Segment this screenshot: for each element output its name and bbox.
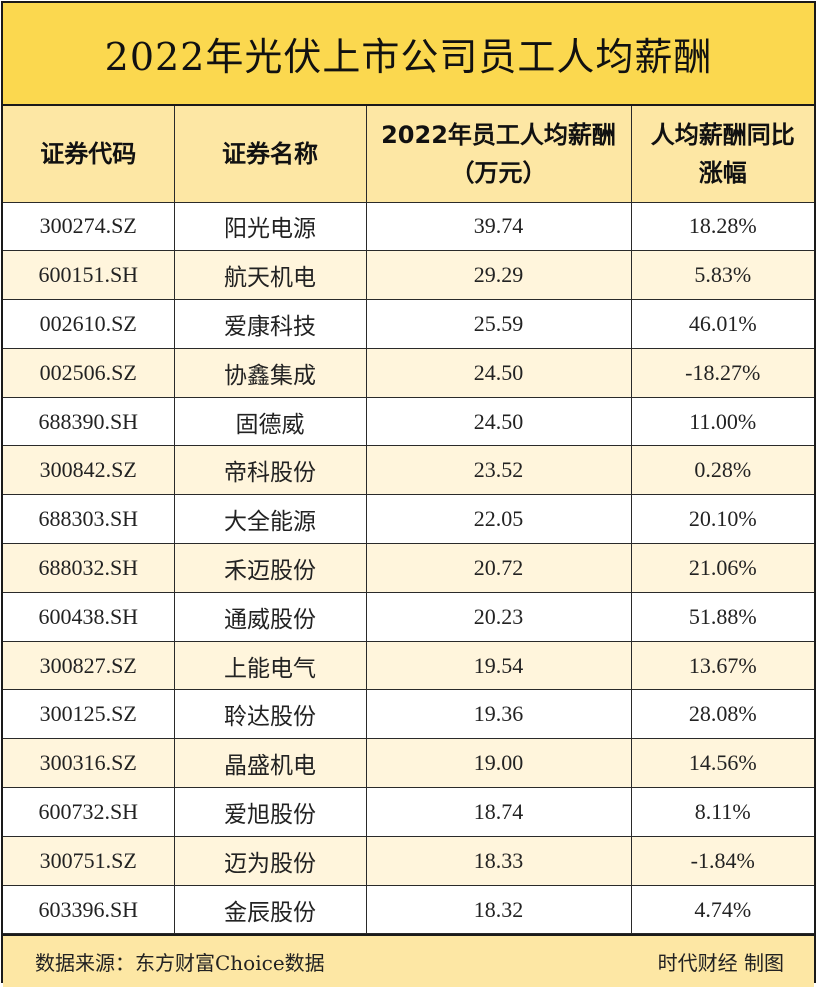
- table-body: 300274.SZ 阳光电源 39.74 18.28% 600151.SH 航天…: [3, 201, 814, 935]
- cell-growth: 11.00%: [630, 396, 814, 447]
- cell-name: 阳光电源: [173, 201, 367, 252]
- cell-code: 603396.SH: [3, 884, 175, 935]
- table-row: 688390.SH 固德威 24.50 11.00%: [3, 396, 814, 447]
- table-row: 688303.SH 大全能源 22.05 20.10%: [3, 494, 814, 545]
- header-salary: 2022年员工人均薪酬 （万元）: [365, 106, 632, 203]
- table-row: 002610.SZ 爱康科技 25.59 46.01%: [3, 299, 814, 349]
- table-row: 600151.SH 航天机电 29.29 5.83%: [3, 250, 814, 301]
- cell-growth: 4.74%: [630, 884, 814, 935]
- table-row: 603396.SH 金辰股份 18.32 4.74%: [3, 884, 814, 935]
- header-growth-line2: 涨幅: [698, 158, 747, 187]
- cell-growth: -1.84%: [630, 835, 814, 886]
- cell-name: 聆达股份: [173, 689, 367, 740]
- cell-salary: 24.50: [365, 347, 632, 398]
- cell-name: 通威股份: [173, 591, 367, 642]
- table-row: 002506.SZ 协鑫集成 24.50 -18.27%: [3, 347, 814, 398]
- table-row: 300125.SZ 聆达股份 19.36 28.08%: [3, 689, 814, 740]
- cell-code: 300274.SZ: [3, 201, 175, 252]
- cell-name: 爱康科技: [173, 299, 367, 349]
- cell-code: 300842.SZ: [3, 445, 175, 496]
- cell-code: 002506.SZ: [3, 347, 175, 398]
- table-title: 2022年光伏上市公司员工人均薪酬: [3, 3, 814, 106]
- cell-growth: 13.67%: [630, 640, 814, 691]
- cell-growth: 5.83%: [630, 250, 814, 301]
- cell-code: 300125.SZ: [3, 689, 175, 740]
- table-header: 证券代码 证券名称 2022年员工人均薪酬 （万元） 人均薪酬同比 涨幅: [3, 106, 814, 203]
- salary-table: 证券代码 证券名称 2022年员工人均薪酬 （万元） 人均薪酬同比 涨幅 300…: [3, 106, 814, 935]
- cell-growth: 51.88%: [630, 591, 814, 642]
- chart-credit: 时代财经 制图: [657, 951, 784, 976]
- table-row: 688032.SH 禾迈股份 20.72 21.06%: [3, 543, 814, 593]
- cell-growth: 18.28%: [630, 201, 814, 252]
- cell-code: 002610.SZ: [3, 299, 175, 349]
- cell-growth: 20.10%: [630, 494, 814, 545]
- cell-name: 爱旭股份: [173, 787, 367, 837]
- cell-growth: 28.08%: [630, 689, 814, 740]
- cell-growth: -18.27%: [630, 347, 814, 398]
- cell-salary: 23.52: [365, 445, 632, 496]
- cell-code: 600151.SH: [3, 250, 175, 301]
- table-row: 300842.SZ 帝科股份 23.52 0.28%: [3, 445, 814, 496]
- cell-growth: 8.11%: [630, 787, 814, 837]
- header-name: 证券名称: [173, 106, 367, 203]
- cell-salary: 25.59: [365, 299, 632, 349]
- cell-name: 迈为股份: [173, 835, 367, 886]
- cell-code: 600438.SH: [3, 591, 175, 642]
- table-footer: 数据来源：东方财富Choice数据 时代财经 制图: [3, 934, 814, 988]
- data-source-note: 数据来源：东方财富Choice数据: [35, 951, 325, 976]
- cell-salary: 19.36: [365, 689, 632, 740]
- cell-code: 300827.SZ: [3, 640, 175, 691]
- table-row: 300316.SZ 晶盛机电 19.00 14.56%: [3, 738, 814, 789]
- cell-name: 航天机电: [173, 250, 367, 301]
- cell-code: 300316.SZ: [3, 738, 175, 789]
- cell-salary: 18.33: [365, 835, 632, 886]
- header-salary-line1: 2022年员工人均薪酬: [381, 120, 616, 149]
- cell-name: 帝科股份: [173, 445, 367, 496]
- cell-growth: 21.06%: [630, 543, 814, 593]
- cell-growth: 46.01%: [630, 299, 814, 349]
- cell-salary: 18.32: [365, 884, 632, 935]
- header-growth-line1: 人均薪酬同比: [650, 120, 795, 149]
- cell-salary: 39.74: [365, 201, 632, 252]
- header-code: 证券代码: [3, 106, 175, 203]
- cell-salary: 22.05: [365, 494, 632, 545]
- cell-salary: 20.23: [365, 591, 632, 642]
- cell-name: 金辰股份: [173, 884, 367, 935]
- header-growth: 人均薪酬同比 涨幅: [630, 106, 814, 203]
- table-row: 600732.SH 爱旭股份 18.74 8.11%: [3, 787, 814, 837]
- table-row: 300827.SZ 上能电气 19.54 13.67%: [3, 640, 814, 691]
- cell-salary: 29.29: [365, 250, 632, 301]
- table-row: 300751.SZ 迈为股份 18.33 -1.84%: [3, 835, 814, 886]
- header-row: 证券代码 证券名称 2022年员工人均薪酬 （万元） 人均薪酬同比 涨幅: [3, 106, 814, 203]
- cell-salary: 19.54: [365, 640, 632, 691]
- cell-code: 600732.SH: [3, 787, 175, 837]
- cell-name: 上能电气: [173, 640, 367, 691]
- cell-salary: 19.00: [365, 738, 632, 789]
- table-row: 300274.SZ 阳光电源 39.74 18.28%: [3, 201, 814, 252]
- header-salary-line2: （万元）: [450, 158, 547, 187]
- cell-name: 禾迈股份: [173, 543, 367, 593]
- cell-code: 300751.SZ: [3, 835, 175, 886]
- cell-name: 大全能源: [173, 494, 367, 545]
- cell-salary: 20.72: [365, 543, 632, 593]
- cell-code: 688390.SH: [3, 396, 175, 447]
- cell-code: 688303.SH: [3, 494, 175, 545]
- cell-growth: 0.28%: [630, 445, 814, 496]
- cell-name: 协鑫集成: [173, 347, 367, 398]
- cell-code: 688032.SH: [3, 543, 175, 593]
- cell-salary: 18.74: [365, 787, 632, 837]
- cell-name: 固德威: [173, 396, 367, 447]
- table-row: 600438.SH 通威股份 20.23 51.88%: [3, 591, 814, 642]
- cell-salary: 24.50: [365, 396, 632, 447]
- cell-growth: 14.56%: [630, 738, 814, 789]
- cell-name: 晶盛机电: [173, 738, 367, 789]
